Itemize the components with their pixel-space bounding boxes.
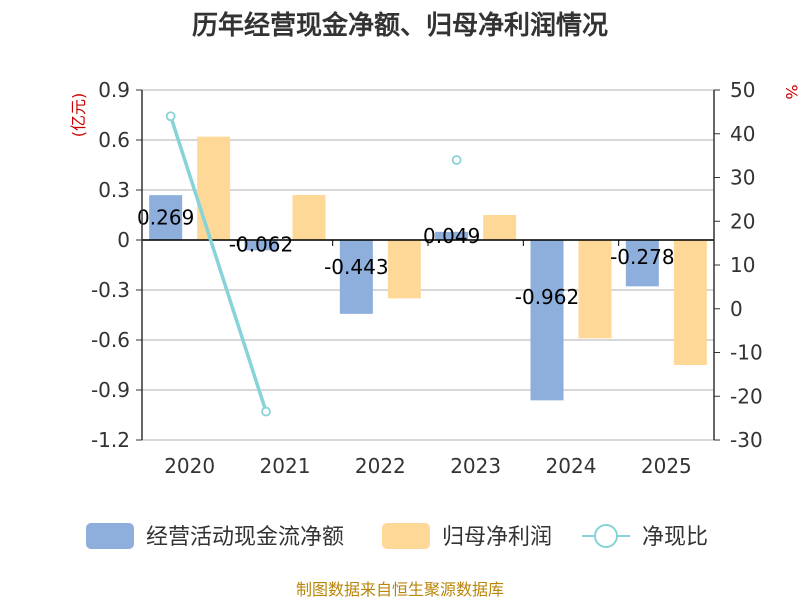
cashflow-data-label: -0.962 (515, 285, 579, 309)
legend-label: 归母净利润 (442, 525, 552, 550)
left-tick-label: -1.2 (91, 428, 130, 452)
right-tick-label: 50 (730, 78, 755, 102)
legend-label: 经营活动现金流净额 (146, 525, 344, 550)
net-cash-ratio-point (261, 406, 271, 417)
x-tick-label: 2023 (450, 454, 501, 478)
left-tick-label: -0.3 (91, 278, 130, 302)
data-labels: 0.269 -0.062 -0.443 0.049 -0.962 -0.278 (137, 206, 675, 310)
left-tick-label: 0.3 (98, 178, 130, 202)
net-profit-bar (387, 240, 421, 299)
left-axis-unit: (亿元) (69, 93, 88, 138)
left-tick-label: -0.6 (91, 328, 130, 352)
right-tick-label: -30 (730, 428, 763, 452)
x-tick-label: 2021 (260, 454, 311, 478)
cashflow-bar (625, 240, 659, 287)
right-tick-label: 40 (730, 122, 755, 146)
legend: 经营活动现金流净额 归母净利润 净现比 (86, 523, 708, 550)
net-cash-ratio-point (451, 155, 462, 165)
chart-title: 历年经营现金净额、归母净利润情况 (192, 10, 608, 41)
right-tick-label: 20 (730, 209, 755, 233)
right-tick-label: -20 (730, 384, 763, 408)
net-profit-bar (292, 195, 326, 240)
net-cash-ratio-segment (169, 115, 268, 413)
right-tick-label: -10 (730, 341, 763, 365)
source-note: 制图数据来自恒生聚源数据库 (296, 580, 504, 599)
left-tick-label: -0.9 (91, 378, 130, 402)
cashflow-bar (530, 240, 564, 401)
net-profit-bar (578, 240, 612, 339)
right-tick-label: 0 (730, 297, 743, 321)
legend-line-marker (594, 524, 618, 548)
cashflow-data-label: -0.062 (229, 233, 293, 257)
net-profit-bar (197, 136, 231, 240)
left-tick-label: 0 (117, 228, 130, 252)
left-tick-label: 0.9 (98, 78, 130, 102)
cashflow-data-label: -0.278 (610, 245, 674, 269)
axes: 0.9 0.6 0.3 0 -0.3 -0.6 -0.9 -1.2 50 40 30 20 10 0 -10… (91, 78, 763, 478)
right-tick-label: 30 (730, 166, 755, 190)
x-tick-label: 2020 (164, 454, 215, 478)
x-tick-label: 2024 (546, 454, 597, 478)
x-tick-label: 2025 (641, 454, 692, 478)
right-axis-unit: % (782, 84, 800, 99)
net-cash-ratio-line (165, 111, 462, 417)
right-tick-label: 10 (730, 253, 755, 277)
bars (149, 136, 707, 401)
left-tick-label: 0.6 (98, 128, 130, 152)
net-profit-bar (483, 215, 517, 240)
cashflow-bar (244, 240, 278, 251)
cashflow-data-label: 0.269 (137, 206, 194, 230)
cashflow-bar (149, 195, 183, 240)
x-tick-label: 2022 (355, 454, 406, 478)
legend-swatch-1 (86, 523, 134, 549)
legend-swatch-2 (382, 523, 430, 549)
net-profit-bar (673, 240, 707, 365)
cashflow-data-label: 0.049 (423, 224, 480, 248)
cashflow-bar (339, 240, 373, 314)
cashflow-data-label: -0.443 (324, 255, 388, 279)
net-cash-ratio-point (165, 111, 176, 122)
legend-label: 净现比 (642, 525, 708, 550)
cashflow-bar (435, 231, 469, 240)
